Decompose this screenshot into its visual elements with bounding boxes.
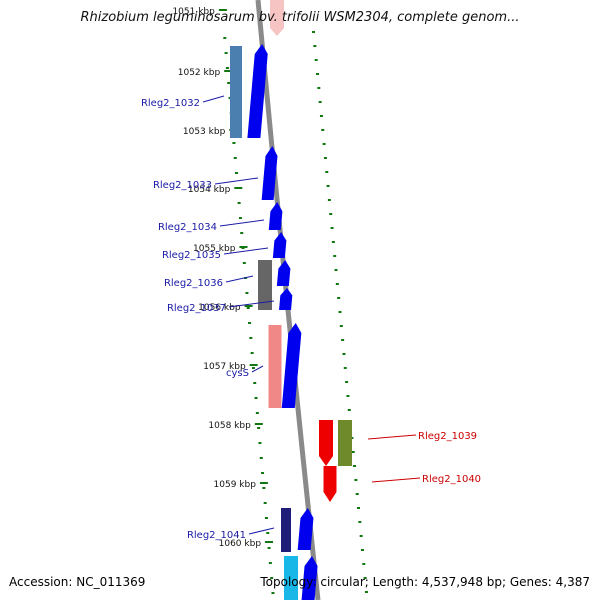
forward-cds-arrow: [276, 260, 291, 286]
gene-label-forward: Rleg2_1036: [164, 278, 223, 289]
forward-feature-bar: [284, 556, 298, 600]
forward-cds-arrow: [272, 232, 287, 258]
forward-cds-arrow: [297, 508, 314, 550]
gene-label-leader: [214, 177, 259, 185]
gene-label-forward: Rleg2_1041: [187, 530, 246, 541]
gene-label-leader: [202, 95, 225, 103]
gene-label-forward: Rleg2_1035: [162, 250, 221, 261]
forward-cds-arrow: [281, 323, 302, 408]
accession-label: Accession: NC_011369: [9, 575, 146, 589]
forward-cds-arrow: [261, 146, 278, 200]
gene-label-reverse: Rleg2_1039: [418, 431, 477, 442]
reverse-cds-arrow: [319, 420, 333, 466]
kbp-tick-label: 1052 kbp: [178, 68, 221, 78]
kbp-tick-label: 1060 kbp: [219, 539, 262, 549]
reverse-cds-arrow: [323, 466, 337, 502]
gene-label-leader: [367, 434, 417, 440]
kbp-tick-label: 1051 kbp: [172, 7, 215, 17]
forward-cds-arrow: [268, 202, 283, 230]
gene-label-leader: [228, 300, 275, 308]
gene-label-leader: [251, 365, 264, 373]
gene-label-leader: [219, 219, 265, 227]
forward-feature-bar: [281, 508, 291, 552]
reverse-feature-bar: [338, 420, 352, 466]
gene-label-reverse: Rleg2_1040: [422, 474, 481, 485]
gene-label-forward: cysS: [226, 368, 249, 379]
gene-label-forward: Rleg2_1037: [167, 303, 226, 314]
gene-label-forward: Rleg2_1034: [158, 222, 217, 233]
forward-cds-arrow: [301, 556, 318, 600]
forward-feature-bar: [268, 325, 282, 408]
map-title: Rhizobium leguminosarum bv. trifolii WSM…: [80, 10, 520, 25]
gene-label-leader: [371, 477, 421, 483]
kbp-tick-label: 1058 kbp: [208, 421, 251, 431]
gene-label-leader: [223, 247, 269, 255]
kbp-tick-label: 1053 kbp: [183, 127, 226, 137]
partial-feature: [270, 0, 284, 36]
kbp-tick-label: 1057 kbp: [203, 362, 246, 372]
forward-feature-bar: [230, 46, 242, 138]
gene-label-forward: Rleg2_1032: [141, 98, 200, 109]
genome-summary: Topology: circular; Length: 4,537,948 bp…: [260, 575, 590, 589]
forward-cds-arrow: [247, 44, 268, 138]
forward-cds-arrow: [279, 288, 293, 310]
kbp-tick-label: 1054 kbp: [188, 185, 231, 195]
gene-label-forward: Rleg2_1033: [153, 180, 212, 191]
forward-feature-bar: [258, 260, 272, 310]
gene-label-leader: [225, 275, 254, 283]
kbp-tick-label: 1059 kbp: [214, 480, 257, 490]
kbp-tick-label: 1056 kbp: [198, 303, 241, 313]
gene-label-leader: [248, 527, 275, 535]
kbp-tick-label: 1055 kbp: [193, 244, 236, 254]
